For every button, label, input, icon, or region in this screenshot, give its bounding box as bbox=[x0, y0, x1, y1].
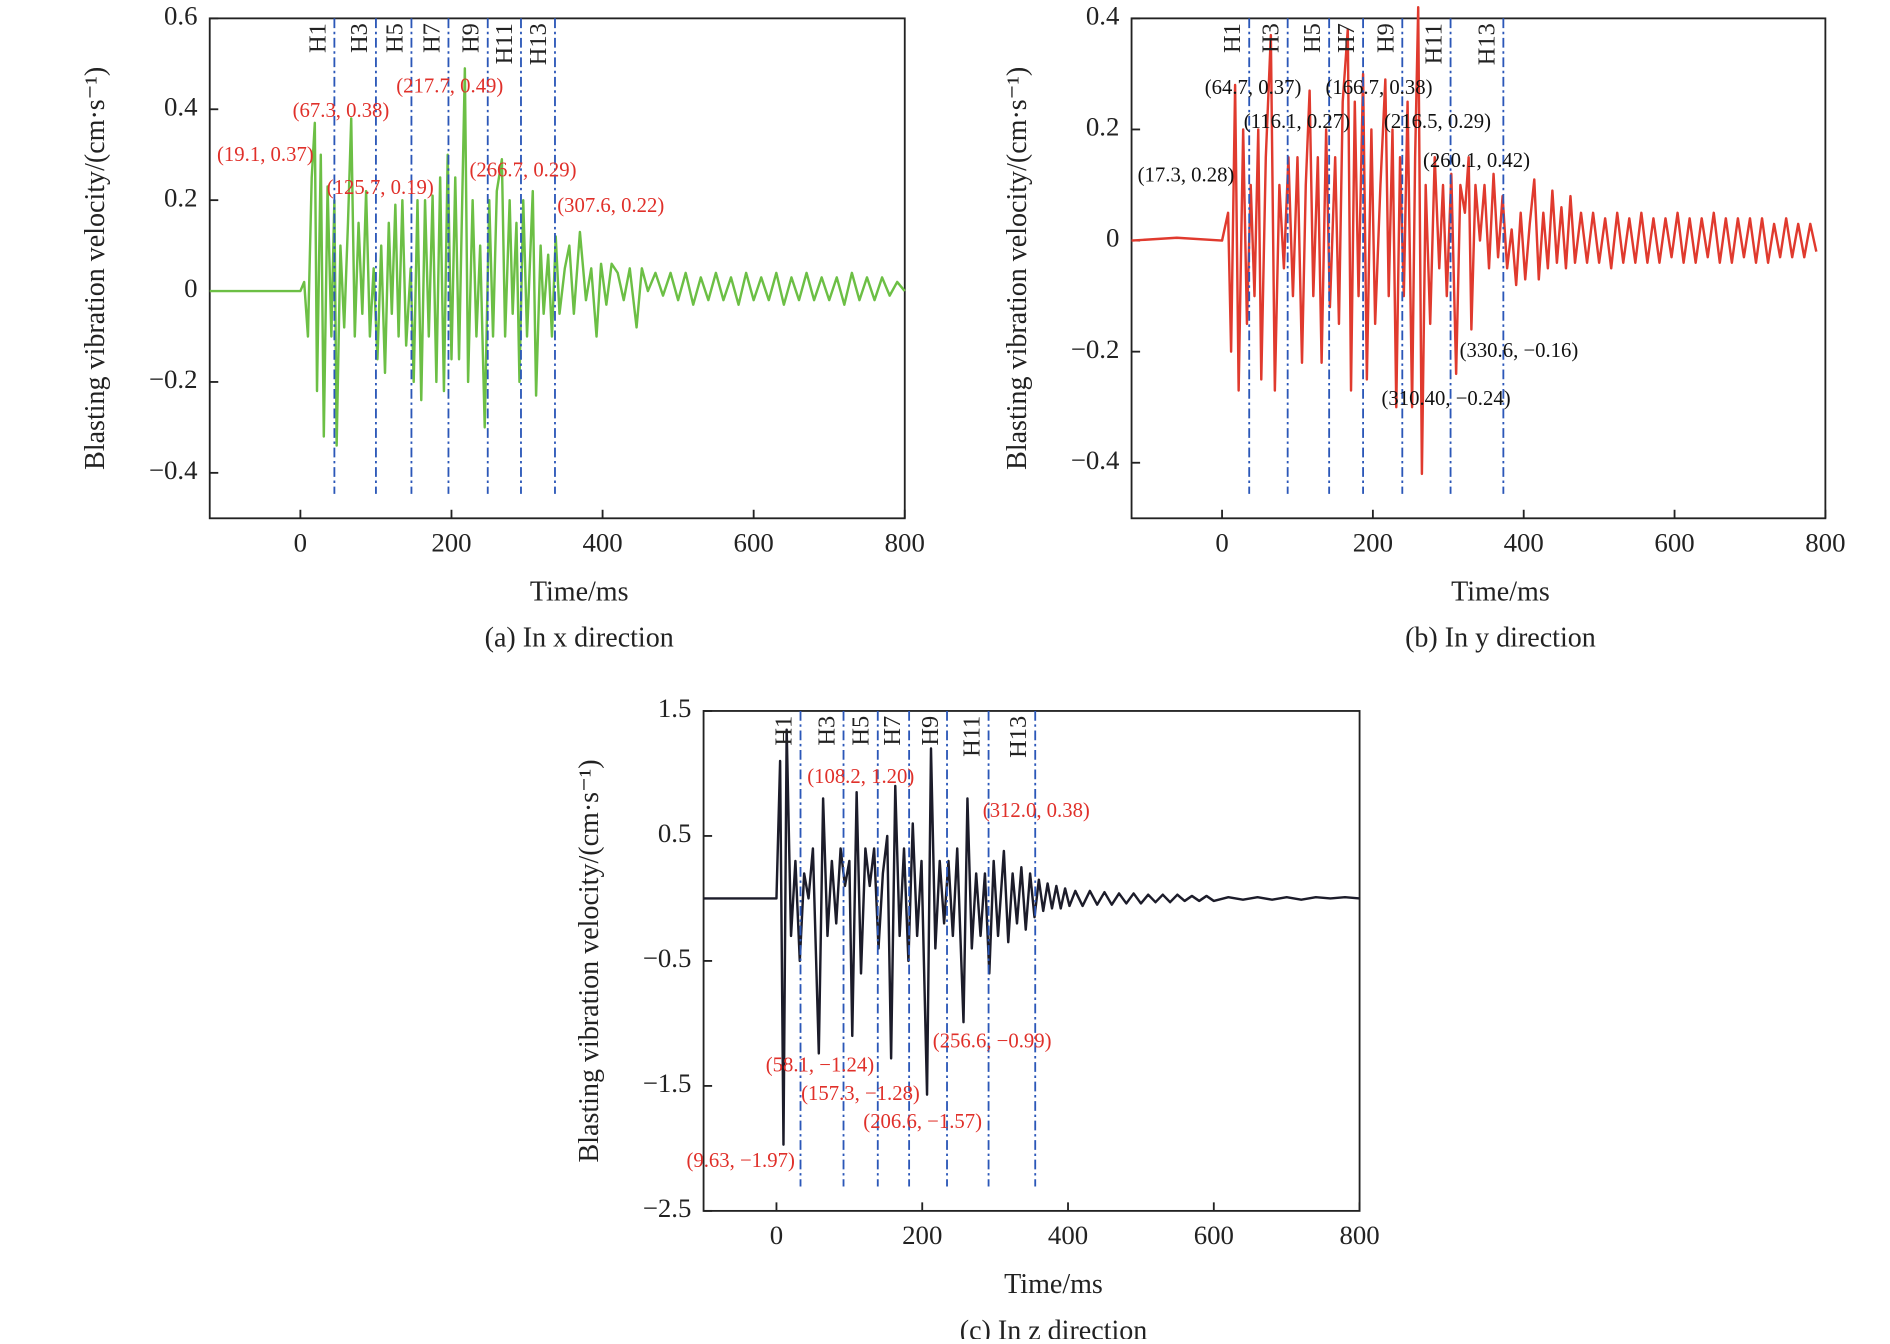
hole-marker-label: H11 bbox=[491, 23, 518, 64]
y-tick-label: −0.4 bbox=[149, 455, 198, 485]
plot-frame bbox=[1130, 17, 1827, 520]
hole-marker-label: H9 bbox=[917, 716, 944, 746]
hole-marker-label: H1 bbox=[770, 716, 797, 746]
hole-marker-label: H1 bbox=[1219, 23, 1246, 53]
hole-marker-label: H13 bbox=[1473, 23, 1500, 65]
y-tick-label: 0.4 bbox=[1086, 1, 1120, 31]
y-tick-label: −1.5 bbox=[643, 1068, 692, 1098]
hole-marker-label: H7 bbox=[1333, 23, 1360, 53]
hole-marker-label: H7 bbox=[418, 23, 445, 53]
hole-marker-label: H5 bbox=[1299, 23, 1326, 53]
x-tick-label: 600 bbox=[1654, 527, 1694, 557]
x-tick-label: 0 bbox=[770, 1220, 783, 1250]
waveform bbox=[703, 728, 1360, 1146]
y-tick-label: 0.4 bbox=[164, 91, 198, 121]
hole-marker-label: H11 bbox=[1421, 23, 1448, 64]
peak-annotation: (9.63, −1.97) bbox=[686, 1150, 794, 1172]
hole-marker-label: H7 bbox=[879, 716, 906, 746]
peak-annotation: (116.1, 0.27) bbox=[1244, 111, 1350, 133]
y-tick-label: 0.2 bbox=[164, 182, 198, 212]
x-axis-label: Time/ms bbox=[1004, 1269, 1103, 1300]
y-tick-label: −0.2 bbox=[1071, 334, 1120, 364]
y-tick-label: 0.5 bbox=[658, 818, 692, 848]
y-tick-label: −0.4 bbox=[1071, 445, 1120, 475]
y-axis-label: Blasting vibration velocity/(cm·s⁻¹) bbox=[1002, 67, 1033, 470]
x-tick-label: 400 bbox=[582, 527, 622, 557]
hole-marker-label: H13 bbox=[525, 23, 552, 65]
y-tick-label: 0.6 bbox=[164, 1, 198, 31]
y-axis-label: Blasting vibration velocity/(cm·s⁻¹) bbox=[80, 67, 111, 470]
y-tick-label: 1.5 bbox=[658, 693, 692, 723]
x-tick-label: 200 bbox=[902, 1220, 942, 1250]
x-axis-label: Time/ms bbox=[530, 576, 629, 607]
hole-marker-label: H13 bbox=[1005, 716, 1032, 758]
peak-annotation: (166.7, 0.38) bbox=[1325, 77, 1432, 99]
peak-annotation: (266.7, 0.29) bbox=[469, 160, 576, 182]
y-tick-label: 0 bbox=[1106, 223, 1119, 253]
x-tick-label: 600 bbox=[734, 527, 774, 557]
peak-annotation: (310.40, −0.24) bbox=[1382, 388, 1511, 410]
peak-annotation: (260.1, 0.42) bbox=[1423, 150, 1530, 172]
x-tick-label: 400 bbox=[1048, 1220, 1088, 1250]
peak-annotation: (125.7, 0.19) bbox=[327, 177, 434, 199]
waveform bbox=[209, 67, 906, 447]
hole-marker-label: H3 bbox=[813, 716, 840, 746]
y-tick-label: −0.5 bbox=[643, 943, 692, 973]
y-axis-label: Blasting vibration velocity/(cm·s⁻¹) bbox=[574, 759, 605, 1162]
peak-annotation: (330.6, −0.16) bbox=[1460, 340, 1579, 362]
x-tick-label: 200 bbox=[1353, 527, 1393, 557]
hole-marker-label: H11 bbox=[959, 716, 986, 757]
hole-marker-label: H9 bbox=[458, 23, 485, 53]
plot-frame bbox=[208, 17, 906, 520]
x-axis-label: Time/ms bbox=[1451, 576, 1550, 607]
hole-marker-label: H1 bbox=[304, 23, 331, 53]
caption: (c) In z direction bbox=[960, 1315, 1148, 1339]
peak-annotation: (217.7, 0.49) bbox=[396, 76, 503, 98]
y-tick-label: −0.2 bbox=[149, 364, 198, 394]
peak-annotation: (17.3, 0.28) bbox=[1138, 165, 1235, 187]
x-tick-label: 800 bbox=[1339, 1220, 1379, 1250]
peak-annotation: (157.3, −1.28) bbox=[801, 1083, 920, 1105]
peak-annotation: (58.1, −1.24) bbox=[766, 1055, 874, 1077]
hole-marker-label: H5 bbox=[381, 23, 408, 53]
peak-annotation: (67.3, 0.38) bbox=[293, 100, 390, 122]
y-tick-label: −2.5 bbox=[643, 1193, 692, 1223]
peak-annotation: (64.7, 0.37) bbox=[1205, 77, 1302, 99]
x-tick-label: 800 bbox=[885, 527, 925, 557]
x-tick-label: 600 bbox=[1194, 1220, 1234, 1250]
peak-annotation: (312.0, 0.38) bbox=[983, 800, 1090, 822]
peak-annotation: (19.1, 0.37) bbox=[217, 144, 314, 166]
peak-annotation: (256.6, −0.99) bbox=[933, 1030, 1052, 1052]
y-tick-label: 0 bbox=[184, 273, 197, 303]
caption: (b) In y direction bbox=[1405, 623, 1596, 654]
hole-marker-label: H5 bbox=[848, 716, 875, 746]
peak-annotation: (108.2, 1.20) bbox=[807, 766, 914, 788]
hole-marker-label: H9 bbox=[1372, 23, 1399, 53]
peak-annotation: (307.6, 0.22) bbox=[557, 195, 664, 217]
x-tick-label: 0 bbox=[294, 527, 307, 557]
plot-frame bbox=[702, 710, 1361, 1212]
hole-marker-label: H3 bbox=[1258, 23, 1285, 53]
x-tick-label: 400 bbox=[1504, 527, 1544, 557]
x-tick-label: 800 bbox=[1805, 527, 1845, 557]
x-tick-label: 200 bbox=[431, 527, 471, 557]
peak-annotation: (216.5, 0.29) bbox=[1384, 111, 1491, 133]
peak-annotation: (206.6, −1.57) bbox=[863, 1111, 982, 1133]
caption: (a) In x direction bbox=[485, 623, 674, 654]
x-tick-label: 0 bbox=[1215, 527, 1228, 557]
hole-marker-label: H3 bbox=[346, 23, 373, 53]
waveform bbox=[1131, 6, 1818, 476]
y-tick-label: 0.2 bbox=[1086, 112, 1120, 142]
